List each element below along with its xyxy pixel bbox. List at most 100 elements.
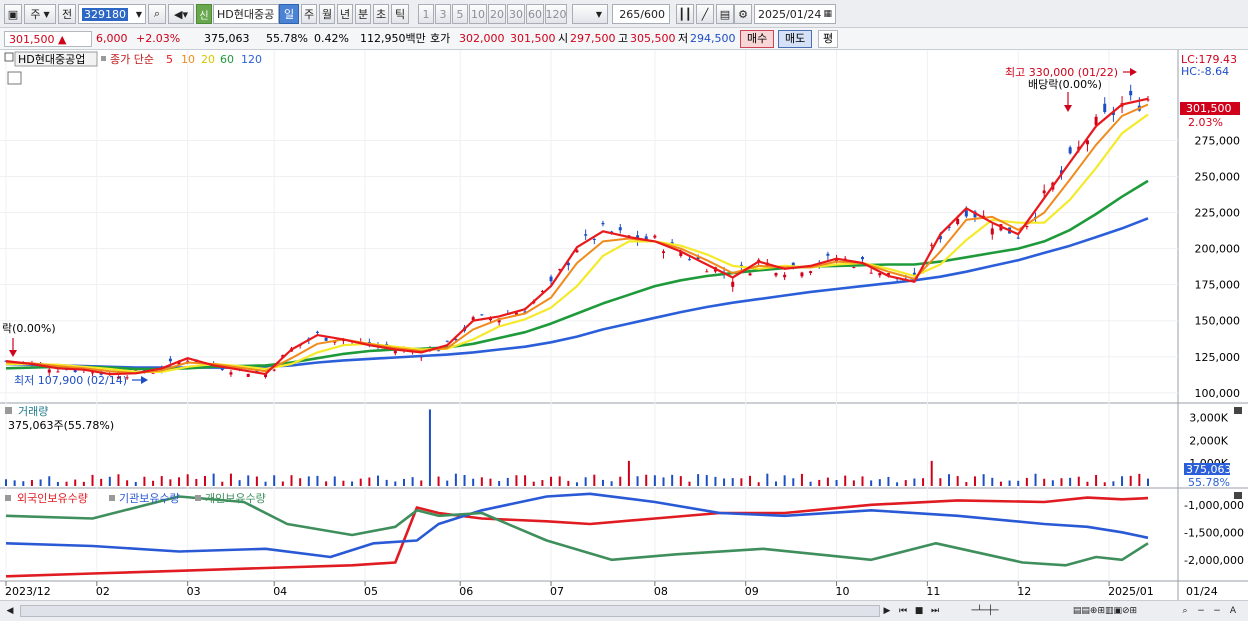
candle-body [540, 290, 544, 292]
period-tab-0[interactable]: 일 [279, 4, 299, 24]
ma-line-10 [5, 103, 1149, 375]
candle-body [125, 377, 129, 379]
candle-body [454, 338, 458, 341]
grid-toggle-icon[interactable] [7, 71, 22, 85]
scroll-track[interactable] [20, 605, 880, 617]
interval-button-20[interactable]: 20 [488, 4, 506, 24]
stock-chart[interactable]: 275,000 250,000 225,000 200,000 175,000 150,0… [0, 50, 1248, 600]
candle-body [47, 369, 51, 373]
volume-bar [645, 474, 648, 486]
search-icon[interactable]: ⌕ [148, 4, 166, 24]
legend-ma10[interactable]: 10 [181, 53, 195, 66]
period-tab-2[interactable]: 월 [319, 4, 335, 24]
save-icon[interactable]: ▤ [716, 4, 734, 24]
volume-bar [852, 480, 855, 486]
volume-bar [1025, 477, 1028, 486]
period-tab-4[interactable]: 분 [355, 4, 371, 24]
zoom-out-icon[interactable]: − [1197, 606, 1205, 616]
period-tab-3[interactable]: 년 [337, 4, 353, 24]
prev-button[interactable]: 전 [58, 4, 76, 24]
interval-button-5[interactable]: 5 [452, 4, 468, 24]
zoom-slider[interactable]: ─┴─┼─ [971, 606, 999, 616]
candle-body [324, 337, 328, 341]
candle-body [687, 259, 691, 261]
legend-ma60[interactable]: 60 [220, 53, 234, 66]
draw-line-icon[interactable]: ╱ [696, 4, 714, 24]
volume-bar [281, 481, 284, 486]
buy-button[interactable]: 매수 [740, 30, 775, 48]
chart-type-select[interactable]: 주 ▼ [24, 4, 56, 24]
scroll-left-icon[interactable]: ◀ [6, 606, 14, 616]
stop-icon[interactable]: ■ [914, 606, 924, 616]
first-page-icon[interactable]: ⏮ [898, 606, 908, 616]
legend-stock-name: HD현대중공업 [18, 53, 85, 66]
volume-panel-close-icon[interactable] [1234, 407, 1242, 414]
interval-button-3[interactable]: 3 [435, 4, 451, 24]
volume-bars [5, 409, 1149, 486]
window-icon[interactable]: ▣ [4, 4, 22, 24]
candle-body [315, 331, 319, 333]
volume-bar [723, 478, 726, 486]
volume-bar [567, 480, 570, 486]
period-tab-1[interactable]: 주 [301, 4, 317, 24]
legend-ma120[interactable]: 120 [241, 53, 262, 66]
interval-button-120[interactable]: 120 [545, 4, 567, 24]
volume-bar [394, 481, 397, 486]
count-field[interactable]: 265 /600 [612, 4, 670, 24]
eval-button[interactable]: 평 [818, 30, 839, 48]
holdings-y-tick: -1,500,000 [1184, 526, 1244, 539]
price-y-tick: 200,000 [1195, 243, 1241, 256]
interval-button-1[interactable]: 1 [418, 4, 434, 24]
date-field[interactable]: 2025/01/24 ▦ [754, 4, 836, 24]
high-arrow-icon [1130, 68, 1137, 76]
volume-bar [134, 481, 137, 486]
volume-bar [368, 477, 371, 486]
sell-button[interactable]: 매도 [778, 30, 813, 48]
candle-icon[interactable]: ┃┃ [676, 4, 694, 24]
gear-icon[interactable]: ⚙ [734, 4, 752, 24]
speaker-icon[interactable]: ◀▾ [168, 4, 194, 24]
holdings-individual-label[interactable]: 개인보유수량 [205, 492, 266, 505]
volume-bar [1138, 473, 1141, 486]
up-arrow-icon: ▲ [58, 33, 67, 46]
interval-button-60[interactable]: 60 [526, 4, 544, 24]
volume-bar [203, 475, 206, 486]
volume-bar [913, 478, 916, 486]
candle-body [670, 242, 674, 244]
legend-stock-box [14, 51, 98, 67]
candle-body [861, 257, 864, 260]
period-tab-5[interactable]: 초 [373, 4, 389, 24]
zoom-in-icon[interactable]: − [1213, 606, 1221, 616]
legend-ma5[interactable]: 5 [166, 53, 173, 66]
volume-bar [143, 476, 146, 486]
volume-bar [524, 475, 527, 486]
legend-ma20[interactable]: 20 [201, 53, 215, 66]
volume-bar [541, 480, 544, 486]
interval-button-10[interactable]: 10 [469, 4, 487, 24]
holdings-foreign-label[interactable]: 외국인보유수량 [17, 492, 88, 505]
volume-bar [800, 473, 803, 486]
interval-button-30[interactable]: 30 [507, 4, 525, 24]
last-page-icon[interactable]: ⏭ [930, 606, 940, 616]
volume-bar [1008, 480, 1011, 486]
candle-body [835, 259, 839, 262]
volume-tag-box [1184, 463, 1230, 475]
candle-body [618, 227, 622, 231]
volume-bar [1060, 478, 1063, 486]
ask-value: 302,000 [459, 32, 505, 45]
volume-legend-icon [5, 407, 12, 414]
volume-y-tick: 2,000K [1189, 434, 1228, 447]
holdings-panel-close-icon[interactable] [1234, 492, 1242, 499]
font-size-icon[interactable]: A [1229, 606, 1237, 616]
volume-bar [498, 481, 501, 486]
candle-body [549, 276, 553, 282]
volume-ratio: 55.78% [266, 32, 308, 45]
period-tab-6[interactable]: 틱 [391, 4, 409, 24]
stock-code-input[interactable]: 329180 ▼ [78, 4, 146, 24]
tool-icons[interactable]: ▤▤⊕⊞▥▣⊘⊞ [1072, 606, 1138, 616]
holdings-institution-label[interactable]: 기관보유수량 [119, 492, 180, 505]
scroll-right-icon[interactable]: ▶ [883, 606, 891, 616]
volume-bar [420, 480, 423, 486]
zoom-icon[interactable]: ⌕ [1182, 606, 1188, 616]
interval-custom-select[interactable]: ▼ [572, 4, 608, 24]
